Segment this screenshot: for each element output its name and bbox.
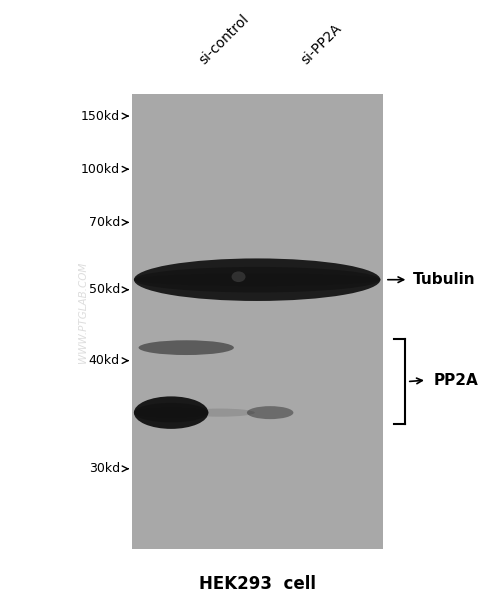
Ellipse shape [231, 272, 245, 282]
Text: PP2A: PP2A [434, 373, 479, 388]
Text: Tubulin: Tubulin [413, 272, 475, 287]
Ellipse shape [247, 406, 293, 419]
Ellipse shape [139, 340, 234, 355]
Ellipse shape [134, 258, 380, 301]
Ellipse shape [134, 267, 380, 292]
Text: HEK293  cell: HEK293 cell [199, 575, 316, 593]
Text: 30kd: 30kd [89, 462, 120, 475]
Ellipse shape [134, 408, 208, 418]
Text: 100kd: 100kd [81, 163, 120, 176]
Ellipse shape [134, 273, 380, 286]
Ellipse shape [134, 396, 208, 429]
Ellipse shape [185, 409, 255, 417]
Text: WWW.PTGLAB.COM: WWW.PTGLAB.COM [78, 261, 88, 363]
Text: si-PP2A: si-PP2A [299, 21, 345, 67]
Text: si-control: si-control [197, 12, 252, 67]
Ellipse shape [134, 403, 208, 423]
Bar [131, 94, 383, 549]
Text: 40kd: 40kd [89, 354, 120, 367]
Text: 150kd: 150kd [81, 110, 120, 122]
Text: 50kd: 50kd [89, 283, 120, 296]
Text: 70kd: 70kd [89, 216, 120, 229]
